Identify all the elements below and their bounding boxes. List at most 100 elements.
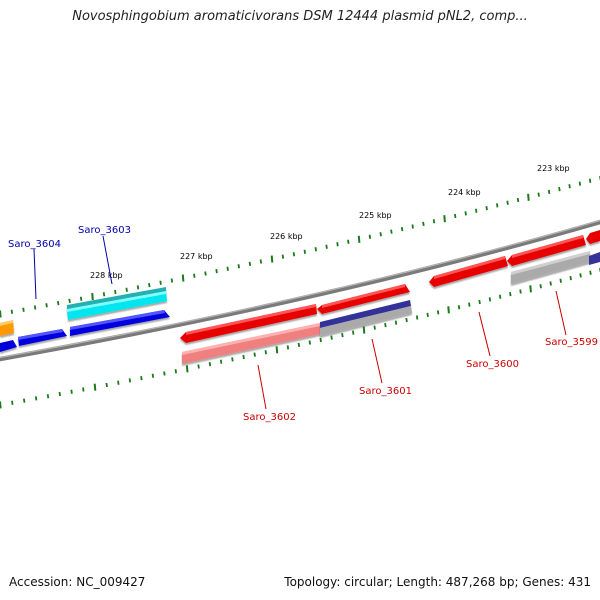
minor-tick	[415, 315, 419, 320]
gene-label-saro-3599[interactable]: Saro_3599	[545, 337, 598, 348]
minor-tick	[82, 387, 85, 392]
major-tick	[181, 274, 185, 282]
gene-red-5[interactable]	[586, 230, 600, 244]
minor-tick	[151, 373, 155, 378]
minor-tick	[368, 234, 372, 239]
minor-tick	[159, 280, 162, 285]
minor-tick	[411, 224, 414, 229]
minor-tick	[400, 226, 404, 232]
minor-tick	[485, 205, 488, 211]
minor-tick	[292, 252, 296, 257]
minor-tick	[436, 310, 440, 315]
minor-tick	[379, 232, 382, 237]
minor-tick	[373, 325, 376, 330]
minor-tick	[102, 292, 106, 297]
minor-tick	[68, 298, 71, 304]
kbp-label-226: 226 kbp	[270, 232, 303, 241]
gene-saro-3601[interactable]	[320, 300, 412, 336]
minor-tick	[264, 350, 267, 355]
minor-tick	[242, 354, 245, 360]
gene-saro-3604[interactable]	[18, 329, 67, 346]
minor-tick	[330, 335, 333, 340]
minor-tick	[148, 282, 151, 288]
minor-tick	[464, 211, 467, 216]
major-tick	[275, 346, 279, 354]
minor-tick	[488, 297, 492, 302]
minor-tick	[405, 317, 408, 323]
kbp-label-225: 225 kbp	[359, 211, 392, 220]
gene-saro-3599[interactable]	[511, 251, 590, 284]
minor-tick	[384, 322, 387, 328]
minor-tick	[105, 382, 108, 388]
gene-blue-left[interactable]	[0, 340, 17, 352]
minor-tick	[547, 189, 551, 195]
gene-label-saro-3604[interactable]: Saro_3604	[8, 239, 61, 250]
leader-saro-3604	[33, 248, 37, 300]
major-tick	[93, 383, 97, 391]
minor-tick	[498, 294, 502, 299]
minor-tick	[114, 289, 117, 295]
minor-tick	[253, 352, 256, 357]
gene-navy-right[interactable]	[589, 252, 600, 265]
gene-red-2[interactable]	[317, 284, 410, 314]
minor-tick	[478, 299, 481, 305]
minor-tick	[390, 229, 393, 234]
accession-text: Accession: NC_009427	[9, 575, 146, 589]
minor-tick	[237, 264, 240, 269]
minor-tick	[34, 396, 38, 401]
gene-label-saro-3603[interactable]: Saro_3603	[78, 225, 131, 236]
gene-red-4[interactable]	[507, 235, 586, 266]
minor-tick	[496, 203, 499, 208]
map-title: Novosphingobium aromaticivorans DSM 1244…	[72, 9, 528, 24]
minor-tick	[426, 312, 429, 318]
kbp-label-227: 227 kbp	[180, 252, 213, 261]
minor-tick	[219, 359, 223, 364]
minor-tick	[457, 305, 461, 310]
minor-tick	[578, 181, 582, 186]
gene-saro-3602[interactable]	[182, 323, 321, 364]
minor-tick	[128, 378, 132, 383]
minor-tick	[559, 278, 562, 283]
major-tick	[357, 235, 361, 243]
minor-tick	[506, 200, 509, 205]
minor-tick	[174, 369, 177, 374]
gene-label-saro-3601[interactable]: Saro_3601	[359, 386, 412, 397]
minor-tick	[11, 400, 14, 405]
minor-tick	[568, 184, 571, 189]
minor-tick	[140, 375, 143, 381]
minor-tick	[193, 273, 196, 278]
outer-tick-row	[0, 176, 600, 318]
major-tick	[0, 310, 2, 318]
minor-tick	[197, 364, 200, 369]
minor-tick	[314, 247, 317, 252]
minor-tick	[588, 178, 592, 183]
minor-tick	[170, 278, 174, 283]
leader-saro-3599	[555, 290, 567, 336]
minor-tick	[204, 271, 207, 276]
minor-tick	[549, 281, 552, 286]
kbp-label-224: 224 kbp	[448, 188, 481, 197]
minor-tick	[281, 254, 285, 259]
minor-tick	[325, 244, 328, 249]
minor-tick	[22, 307, 25, 312]
gene-orange-left[interactable]	[0, 320, 14, 336]
major-tick	[91, 292, 94, 301]
gene-label-saro-3602[interactable]: Saro_3602	[243, 412, 296, 423]
minor-tick	[46, 394, 50, 399]
minor-tick	[308, 340, 311, 345]
minor-tick	[558, 186, 561, 192]
minor-tick	[454, 213, 457, 219]
minor-tick	[259, 259, 263, 264]
gene-saro-3603[interactable]	[67, 287, 167, 320]
minor-tick	[125, 287, 128, 292]
minor-tick	[336, 242, 339, 247]
genome-summary: Topology: circular; Length: 487,268 bp; …	[284, 575, 591, 589]
minor-tick	[57, 300, 60, 306]
gene-red-main[interactable]	[180, 304, 317, 343]
minor-tick	[45, 303, 48, 308]
minor-tick	[394, 320, 398, 325]
gene-label-saro-3600[interactable]: Saro_3600	[466, 359, 519, 370]
gene-saro-3600[interactable]	[429, 256, 508, 287]
gene-blue-228[interactable]	[70, 310, 170, 336]
